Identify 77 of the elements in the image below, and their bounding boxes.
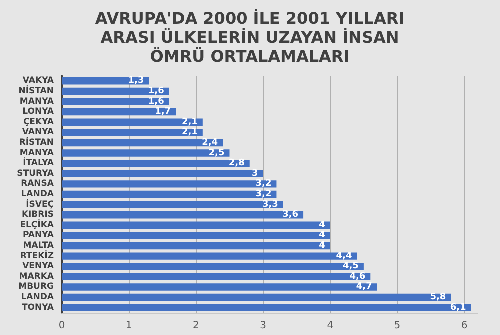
x-tick-label: 5: [394, 320, 401, 332]
x-tick-label: 1: [126, 320, 132, 332]
data-label: 3: [252, 168, 258, 179]
data-label: 4: [319, 220, 326, 230]
bar: [62, 263, 364, 270]
bar: [62, 78, 150, 85]
bar: [62, 139, 224, 147]
bar: [62, 98, 170, 106]
y-tick-label: ELÇİKA: [20, 219, 54, 230]
x-tick-label: 3: [260, 320, 266, 332]
data-label: 3,2: [256, 179, 272, 190]
x-tick-label: 0: [58, 320, 66, 332]
bar: [62, 118, 203, 126]
y-tick-label: LANDA: [21, 190, 54, 200]
data-label: 2,1: [182, 117, 198, 128]
data-label: 1,6: [148, 96, 164, 107]
y-tick-label: MALTA: [23, 241, 54, 252]
data-label: 4,6: [350, 272, 366, 282]
data-label: 4,4: [336, 251, 352, 262]
y-tick-label: LANDA: [21, 292, 54, 303]
data-label: 4: [319, 230, 326, 241]
bar: [62, 232, 330, 240]
y-tick-label: KIBRIS: [22, 210, 54, 220]
data-label: 6,1: [450, 302, 466, 313]
y-tick-label: RİSTAN: [19, 136, 54, 148]
y-tick-label: RANSA: [21, 179, 54, 190]
y-tick-label: PANYA: [22, 230, 54, 241]
bar: [62, 294, 452, 302]
y-tick-label: VENYA: [22, 262, 54, 272]
data-label: 4,7: [356, 282, 372, 292]
bar: [62, 180, 277, 188]
y-tick-label: NİSTAN: [18, 85, 54, 96]
y-tick-label: LONYA: [22, 107, 54, 118]
data-label: 2,1: [182, 128, 198, 138]
y-tick-label: ÇEKYA: [23, 117, 54, 128]
x-tick-label: 6: [461, 320, 468, 332]
x-tick-label: 4: [327, 320, 334, 332]
bar: [62, 170, 264, 178]
data-label: 4,5: [342, 262, 359, 272]
data-label: 3,3: [262, 200, 278, 210]
data-label: 1,3: [128, 76, 144, 86]
data-label: 2,8: [228, 158, 245, 169]
data-label: 5,8: [430, 292, 446, 303]
bar: [62, 304, 472, 312]
bar: [62, 150, 230, 157]
bar: [62, 212, 304, 219]
bar: [62, 108, 176, 116]
bar: [62, 201, 284, 208]
bar: [62, 160, 250, 168]
chart-title: AVRUPA'DA 2000 İLE 2001 YILLARI ARASI ÜLKELERİN UZAYAN İNSAN ÖMRÜ ORTALAMALARI: [95, 9, 405, 66]
bar: [62, 129, 203, 136]
x-tick-label: 2: [193, 320, 200, 332]
y-tick-label: MARKA: [19, 272, 54, 282]
data-label: 2,5: [208, 148, 225, 158]
bar: [62, 222, 330, 230]
data-label: 1,7: [155, 107, 172, 118]
y-tick-label: VANYA: [22, 128, 54, 138]
y-tick-label: VAKYA: [22, 76, 54, 86]
data-label: 3,2: [256, 190, 272, 200]
y-tick-label: MBURG: [18, 282, 54, 292]
data-label: 2,4: [202, 138, 218, 148]
bar: [62, 242, 330, 250]
data-label: 1,6: [148, 86, 164, 96]
bar: [62, 273, 371, 281]
y-tick-label: MANYA: [20, 148, 54, 158]
bar: [62, 190, 277, 198]
data-label: 3,6: [282, 210, 299, 220]
y-tick-label: STURYA: [17, 168, 54, 179]
y-tick-label: RTEKİZ: [20, 250, 54, 262]
y-tick-label: İSVEÇ: [26, 198, 54, 210]
bar: [62, 284, 378, 291]
data-label: 4: [319, 241, 326, 252]
y-tick-label: TONYA: [22, 302, 54, 313]
y-tick-label: MANYA: [20, 96, 54, 107]
bar: [62, 88, 170, 96]
bar: [62, 252, 358, 260]
y-tick-label: İTALYA: [23, 158, 54, 169]
